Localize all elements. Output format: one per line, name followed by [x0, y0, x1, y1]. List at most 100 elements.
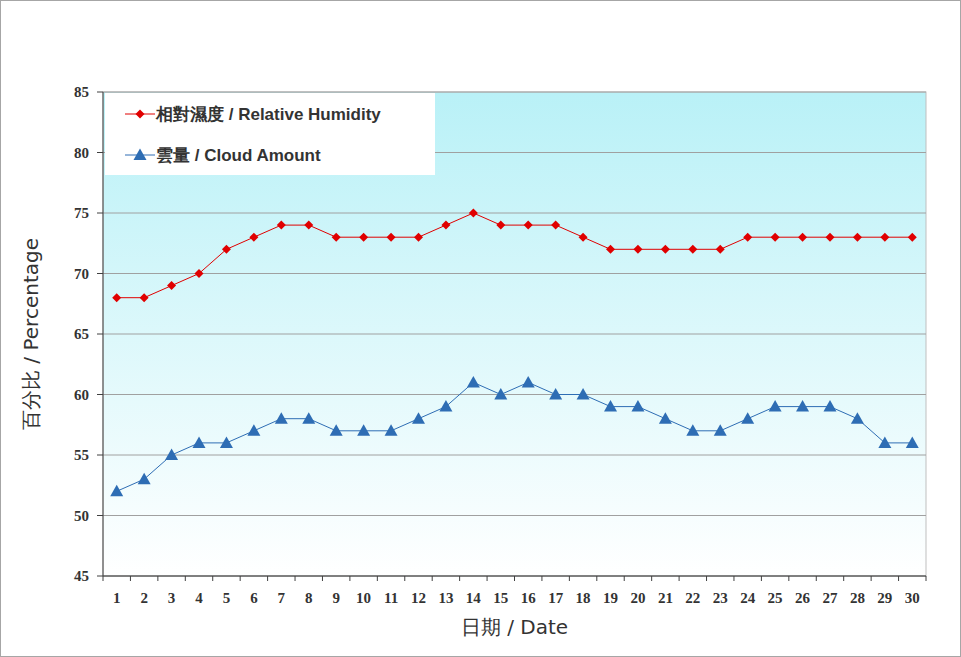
y-tick-label: 85	[74, 84, 89, 100]
x-axis-title: 日期 / Date	[461, 615, 568, 639]
x-tick	[432, 576, 433, 581]
marker	[771, 233, 780, 242]
marker	[631, 400, 644, 412]
marker	[494, 388, 507, 400]
marker	[165, 449, 178, 461]
x-tick	[926, 576, 927, 581]
x-tick	[322, 576, 323, 581]
x-tick	[349, 576, 350, 581]
marker	[332, 233, 341, 242]
marker	[302, 412, 315, 424]
marker	[359, 233, 368, 242]
x-tick-label: 12	[411, 590, 426, 606]
x-tick-label: 25	[768, 590, 783, 606]
x-tick-label: 28	[850, 590, 865, 606]
y-tick	[97, 334, 103, 335]
marker	[522, 376, 535, 388]
marker	[330, 424, 343, 436]
marker	[357, 424, 370, 436]
marker	[524, 221, 533, 230]
y-tick-label: 70	[74, 266, 89, 282]
marker	[441, 221, 450, 230]
x-tick-label: 16	[521, 590, 537, 606]
x-tick-label: 30	[905, 590, 920, 606]
marker	[275, 412, 288, 424]
x-tick-label: 24	[740, 590, 756, 606]
x-tick	[569, 576, 570, 581]
x-tick	[871, 576, 872, 581]
x-tick	[733, 576, 734, 581]
marker	[604, 400, 617, 412]
x-tick-label: 22	[685, 590, 700, 606]
marker	[798, 233, 807, 242]
legend-label: 相對濕度 / Relative Humidity	[155, 105, 381, 124]
x-tick-label: 18	[576, 590, 591, 606]
marker	[688, 245, 697, 254]
x-tick-label: 7	[278, 590, 286, 606]
marker	[633, 245, 642, 254]
x-tick	[404, 576, 405, 581]
marker	[661, 245, 670, 254]
x-tick	[377, 576, 378, 581]
x-tick-label: 5	[223, 590, 231, 606]
marker	[714, 424, 727, 436]
marker	[138, 473, 151, 485]
x-tick-label: 23	[713, 590, 728, 606]
x-tick	[212, 576, 213, 581]
y-tick-label: 45	[74, 568, 89, 584]
grid-line	[103, 394, 926, 395]
x-tick-label: 29	[877, 590, 892, 606]
marker	[549, 388, 562, 400]
grid-line	[103, 334, 926, 335]
legend-marker	[134, 149, 147, 161]
marker	[414, 233, 423, 242]
marker	[579, 233, 588, 242]
x-tick	[706, 576, 707, 581]
marker	[195, 269, 204, 278]
x-tick-label: 27	[822, 590, 838, 606]
y-tick-label: 80	[74, 145, 89, 161]
marker	[796, 400, 809, 412]
x-tick-label: 9	[332, 590, 340, 606]
y-tick	[97, 576, 103, 577]
marker	[247, 424, 260, 436]
grid-line	[103, 92, 926, 93]
y-tick	[97, 394, 103, 395]
marker	[277, 221, 286, 230]
marker	[439, 400, 452, 412]
x-tick	[843, 576, 844, 581]
marker	[906, 436, 919, 448]
plot-area	[103, 92, 926, 576]
x-tick	[541, 576, 542, 581]
marker	[496, 221, 505, 230]
x-tick	[295, 576, 296, 581]
marker	[851, 412, 864, 424]
marker	[551, 221, 560, 230]
x-tick	[103, 576, 104, 581]
y-tick	[97, 152, 103, 153]
grid-line	[103, 273, 926, 274]
y-tick-label: 50	[74, 508, 89, 524]
x-tick	[898, 576, 899, 581]
x-tick-label: 20	[630, 590, 645, 606]
x-tick-label: 11	[384, 590, 398, 606]
marker	[825, 233, 834, 242]
marker	[880, 233, 889, 242]
legend-box	[105, 93, 435, 175]
x-tick-label: 14	[466, 590, 482, 606]
series-line	[117, 382, 913, 491]
y-tick-label: 60	[74, 387, 89, 403]
marker	[112, 293, 121, 302]
y-tick-label: 65	[74, 326, 89, 342]
x-tick-label: 8	[305, 590, 313, 606]
y-tick	[97, 455, 103, 456]
outer-border	[1, 1, 961, 657]
x-tick	[596, 576, 597, 581]
legend-label: 雲量 / Cloud Amount	[156, 146, 321, 165]
x-tick	[157, 576, 158, 581]
y-tick	[97, 515, 103, 516]
marker	[167, 281, 176, 290]
marker	[716, 245, 725, 254]
x-tick	[788, 576, 789, 581]
data-group	[110, 209, 919, 497]
